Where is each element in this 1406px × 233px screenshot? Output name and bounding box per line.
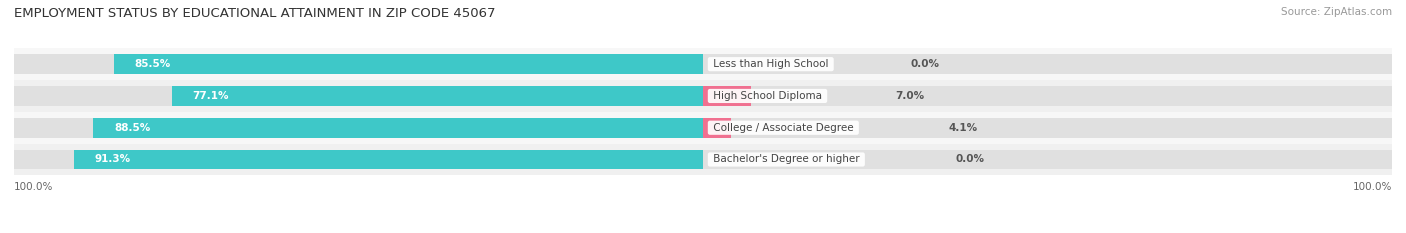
Text: 100.0%: 100.0%: [1353, 182, 1392, 192]
Bar: [75, 150, 703, 169]
Bar: [703, 86, 751, 106]
Bar: [114, 54, 703, 74]
Bar: [14, 150, 1392, 169]
Text: 0.0%: 0.0%: [910, 59, 939, 69]
Text: High School Diploma: High School Diploma: [710, 91, 825, 101]
Bar: [172, 86, 703, 106]
Bar: [14, 48, 1392, 80]
Bar: [14, 118, 1392, 137]
Bar: [14, 80, 1392, 112]
Text: Less than High School: Less than High School: [710, 59, 831, 69]
Bar: [14, 112, 1392, 144]
Bar: [14, 144, 1392, 175]
Text: EMPLOYMENT STATUS BY EDUCATIONAL ATTAINMENT IN ZIP CODE 45067: EMPLOYMENT STATUS BY EDUCATIONAL ATTAINM…: [14, 7, 495, 20]
Text: Bachelor's Degree or higher: Bachelor's Degree or higher: [710, 154, 863, 164]
Bar: [93, 118, 703, 137]
Text: 0.0%: 0.0%: [956, 154, 984, 164]
Bar: [703, 118, 731, 137]
Bar: [14, 54, 1392, 74]
Legend: In Labor Force, Unemployed: In Labor Force, Unemployed: [607, 231, 799, 233]
Text: 4.1%: 4.1%: [948, 123, 977, 133]
Text: 85.5%: 85.5%: [135, 59, 172, 69]
Text: 100.0%: 100.0%: [14, 182, 53, 192]
Text: 88.5%: 88.5%: [114, 123, 150, 133]
Text: College / Associate Degree: College / Associate Degree: [710, 123, 856, 133]
Bar: [14, 86, 1392, 106]
Text: 7.0%: 7.0%: [896, 91, 924, 101]
Text: 91.3%: 91.3%: [94, 154, 131, 164]
Text: Source: ZipAtlas.com: Source: ZipAtlas.com: [1281, 7, 1392, 17]
Text: 77.1%: 77.1%: [193, 91, 229, 101]
